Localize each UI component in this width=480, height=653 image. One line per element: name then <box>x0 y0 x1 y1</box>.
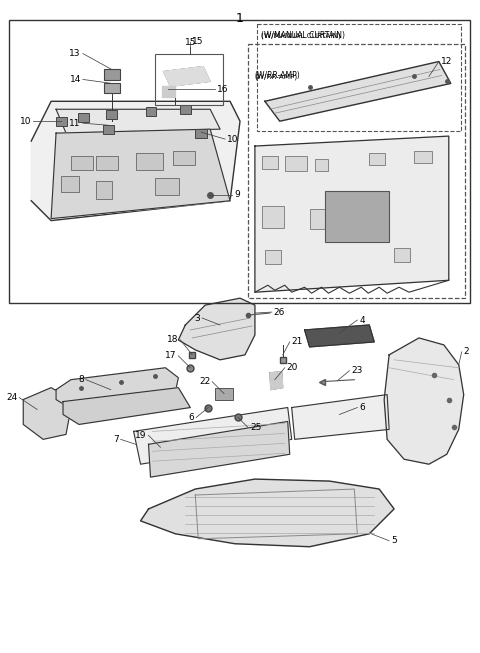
Polygon shape <box>31 101 240 221</box>
Text: (W/RR-AMP): (W/RR-AMP) <box>254 71 300 80</box>
Text: 22: 22 <box>199 377 210 386</box>
Text: 26: 26 <box>274 308 285 317</box>
Bar <box>136 153 164 170</box>
Polygon shape <box>305 325 374 347</box>
Bar <box>78 113 89 122</box>
Bar <box>215 388 233 400</box>
Polygon shape <box>51 129 230 219</box>
Text: 25: 25 <box>250 423 261 432</box>
Bar <box>195 129 207 138</box>
Text: 19: 19 <box>135 431 146 440</box>
Text: 15: 15 <box>192 37 204 46</box>
Text: 15: 15 <box>184 38 196 46</box>
Bar <box>71 156 93 170</box>
Text: 5: 5 <box>391 536 397 545</box>
Text: (W/MANUAL CURTAIN): (W/MANUAL CURTAIN) <box>261 33 341 39</box>
Text: 17: 17 <box>165 351 176 360</box>
Bar <box>265 251 281 264</box>
Text: 8: 8 <box>78 375 84 384</box>
Bar <box>106 110 117 119</box>
Text: 16: 16 <box>217 85 228 94</box>
Polygon shape <box>141 479 394 547</box>
Polygon shape <box>270 372 283 390</box>
Text: 12: 12 <box>441 57 452 66</box>
Bar <box>257 24 461 131</box>
Text: 21: 21 <box>292 338 303 346</box>
Text: 18: 18 <box>167 336 179 344</box>
Text: 4: 4 <box>360 315 365 325</box>
Bar <box>156 178 180 195</box>
Polygon shape <box>133 407 292 464</box>
Text: 10: 10 <box>227 135 239 144</box>
Bar <box>173 151 195 165</box>
Bar <box>96 156 118 170</box>
Polygon shape <box>23 388 71 439</box>
Text: 23: 23 <box>351 366 363 375</box>
Bar <box>262 206 284 228</box>
Text: 1: 1 <box>236 12 244 25</box>
Text: 3: 3 <box>194 313 200 323</box>
Bar <box>180 105 192 114</box>
Polygon shape <box>292 394 389 439</box>
Bar <box>103 125 114 134</box>
Polygon shape <box>63 388 190 424</box>
Bar <box>414 151 432 163</box>
Text: 7: 7 <box>113 435 119 444</box>
Text: 2: 2 <box>464 347 469 357</box>
Text: 14: 14 <box>70 75 81 84</box>
Bar <box>96 181 112 199</box>
Text: (W/RR-AMP): (W/RR-AMP) <box>254 73 297 80</box>
Polygon shape <box>164 67 210 86</box>
Polygon shape <box>255 136 449 292</box>
Text: 9: 9 <box>234 190 240 199</box>
Bar <box>394 248 410 263</box>
Text: 6: 6 <box>360 403 365 412</box>
Bar <box>104 69 120 80</box>
Polygon shape <box>384 338 464 464</box>
Bar <box>369 153 385 165</box>
Text: (W/MANUAL CURTAIN): (W/MANUAL CURTAIN) <box>261 31 345 40</box>
Bar <box>56 118 67 126</box>
Bar <box>145 107 156 116</box>
Bar <box>248 44 465 298</box>
Bar <box>314 159 328 171</box>
Bar <box>104 84 120 93</box>
Text: 24: 24 <box>6 393 17 402</box>
Text: 20: 20 <box>287 363 298 372</box>
Text: 13: 13 <box>70 49 81 58</box>
Bar <box>285 156 307 171</box>
Bar <box>262 156 278 169</box>
Polygon shape <box>162 86 175 97</box>
Polygon shape <box>148 421 290 477</box>
Polygon shape <box>56 109 220 133</box>
Bar <box>156 54 223 105</box>
Polygon shape <box>265 61 451 121</box>
Bar <box>310 209 329 229</box>
Bar <box>61 176 79 192</box>
Bar <box>9 20 469 303</box>
Text: 11: 11 <box>70 119 81 128</box>
Bar <box>324 191 389 242</box>
Polygon shape <box>179 298 255 360</box>
Text: 6: 6 <box>189 413 194 422</box>
Text: 10: 10 <box>20 117 31 125</box>
Polygon shape <box>56 368 179 407</box>
